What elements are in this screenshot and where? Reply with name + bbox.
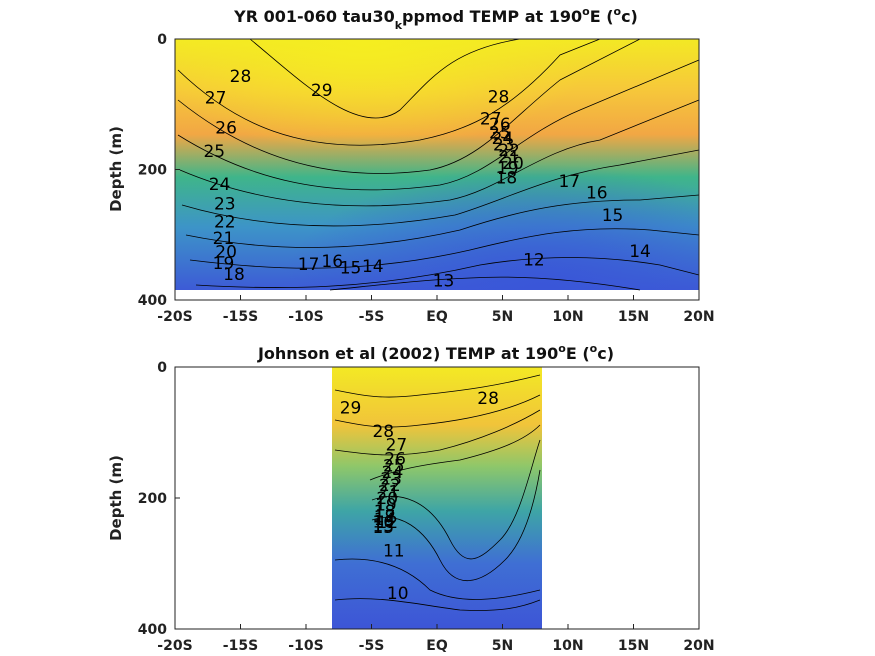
top-contour-label: 16 — [321, 252, 343, 272]
top-contour-label: 12 — [523, 251, 545, 271]
top-contour-label: 27 — [480, 110, 502, 130]
bottom-contour-label: 26 — [384, 450, 406, 470]
bottom-contour-label: 20 — [376, 489, 398, 509]
top-contour-label: 29 — [311, 81, 333, 101]
top-x-tick-label: 20N — [683, 309, 714, 325]
bottom-contour-label: 12 — [376, 513, 398, 533]
bottom-contour-label: 27 — [386, 435, 408, 455]
top-x-tick-label: 5N — [492, 309, 513, 325]
top-contour-label: 18 — [496, 168, 518, 188]
bottom-contour-label: 16 — [372, 513, 394, 533]
top-y-tick-label: 0 — [157, 32, 167, 48]
bottom-y-tick-label: 200 — [138, 491, 167, 507]
top-contour-label: 25 — [203, 142, 225, 162]
bottom-contour-label: 18 — [374, 502, 396, 522]
bottom-y-tick-label: 0 — [157, 360, 167, 376]
top-panel-x-axis: -20S -15S -10S -5S EQ 5N 10N 15N 20N — [157, 295, 715, 325]
bottom-panel-y-axis: 0 200 400 — [138, 360, 180, 638]
bottom-x-tick-label: 10N — [552, 638, 583, 654]
top-contour-label: 28 — [488, 87, 510, 107]
top-contour-label: 21 — [498, 147, 520, 167]
bottom-contour-label: 21 — [378, 482, 400, 502]
bottom-panel-title: Johnson et al (2002) TEMP at 190oE (oc) — [257, 342, 614, 363]
bottom-panel-contour-labels: 2928282726252423222120191817161514131211… — [340, 389, 499, 604]
top-contour-label: 26 — [489, 115, 511, 135]
bottom-panel-field — [332, 367, 542, 629]
bottom-panel-contour-lines — [334, 374, 541, 611]
top-contour-label: 17 — [558, 172, 580, 192]
bottom-x-tick-label: 20N — [683, 638, 714, 654]
bottom-contour-label: 29 — [340, 399, 362, 419]
bottom-contour-label: 22 — [379, 476, 401, 496]
top-panel-cold-overlay — [175, 39, 699, 290]
top-x-tick-label: 15N — [618, 309, 649, 325]
top-contour-label: 26 — [215, 119, 237, 139]
top-panel: YR 001-060 tau30kppmod TEMP at 190oE (oc… — [107, 5, 715, 325]
top-contour-label: 15 — [602, 206, 624, 226]
bottom-x-tick-label: -20S — [157, 638, 192, 654]
bottom-contour-label: 10 — [387, 584, 409, 604]
top-x-tick-label: -20S — [157, 309, 192, 325]
top-contour-label: 20 — [502, 154, 524, 174]
bottom-contour-label: 23 — [380, 469, 402, 489]
top-x-tick-label: -5S — [359, 309, 385, 325]
bottom-contour-label: 24 — [382, 463, 404, 483]
top-contour-label: 17 — [298, 255, 320, 275]
top-contour-label: 23 — [493, 136, 515, 156]
bottom-panel: Johnson et al (2002) TEMP at 190oE (oc) … — [107, 342, 715, 654]
top-y-tick-label: 400 — [138, 293, 167, 309]
top-x-tick-label: -15S — [223, 309, 258, 325]
top-x-tick-label: EQ — [426, 309, 448, 325]
top-x-tick-label: -10S — [288, 309, 323, 325]
bottom-x-tick-label: EQ — [426, 638, 448, 654]
bottom-contour-label: 19 — [375, 496, 397, 516]
top-panel-contour-lines — [177, 38, 700, 291]
bottom-contour-label: 17 — [374, 507, 396, 527]
bottom-x-tick-label: -5S — [359, 638, 385, 654]
top-panel-y-label: Depth (m) — [107, 126, 125, 212]
bottom-contour-label: 11 — [383, 541, 405, 561]
bottom-panel-y-label: Depth (m) — [107, 455, 125, 541]
bottom-x-tick-label: 5N — [492, 638, 513, 654]
top-contour-label: 19 — [497, 159, 519, 179]
bottom-panel-x-axis: -20S -15S -10S -5S EQ 5N 10N 15N 20N — [157, 624, 715, 654]
top-contour-label: 21 — [213, 229, 235, 249]
top-y-tick-label: 200 — [138, 163, 167, 179]
top-contour-label: 25 — [489, 123, 511, 143]
top-contour-label: 27 — [205, 89, 227, 109]
top-contour-label: 16 — [586, 183, 608, 203]
top-contour-label: 19 — [213, 254, 235, 274]
top-panel-title: YR 001-060 tau30kppmod TEMP at 190oE (oc… — [233, 5, 638, 32]
bottom-contour-label: 15 — [372, 518, 394, 538]
bottom-y-tick-label: 400 — [138, 622, 167, 638]
top-contour-label: 13 — [433, 271, 455, 291]
top-contour-label: 24 — [492, 129, 514, 149]
top-contour-label: 28 — [230, 67, 252, 87]
top-x-tick-label: 10N — [552, 309, 583, 325]
bottom-contour-label: 28 — [477, 389, 499, 409]
top-contour-label: 23 — [214, 194, 236, 214]
top-contour-label: 14 — [362, 257, 384, 277]
top-contour-label: 18 — [223, 265, 245, 285]
bottom-contour-label: 14 — [374, 510, 396, 530]
bottom-contour-label: 28 — [372, 422, 394, 442]
top-contour-label: 22 — [498, 141, 520, 161]
bottom-x-tick-label: -15S — [223, 638, 258, 654]
bottom-contour-label: 25 — [383, 456, 405, 476]
top-contour-label: 22 — [214, 213, 236, 233]
bottom-contour-label: 13 — [372, 517, 394, 537]
top-contour-label: 20 — [215, 243, 237, 263]
bottom-x-tick-label: -10S — [288, 638, 323, 654]
top-contour-label: 14 — [629, 242, 651, 262]
bottom-x-tick-label: 15N — [618, 638, 649, 654]
top-contour-label: 24 — [209, 175, 231, 195]
top-contour-label: 15 — [340, 258, 362, 278]
top-panel-y-axis: 0 200 400 — [138, 32, 180, 309]
